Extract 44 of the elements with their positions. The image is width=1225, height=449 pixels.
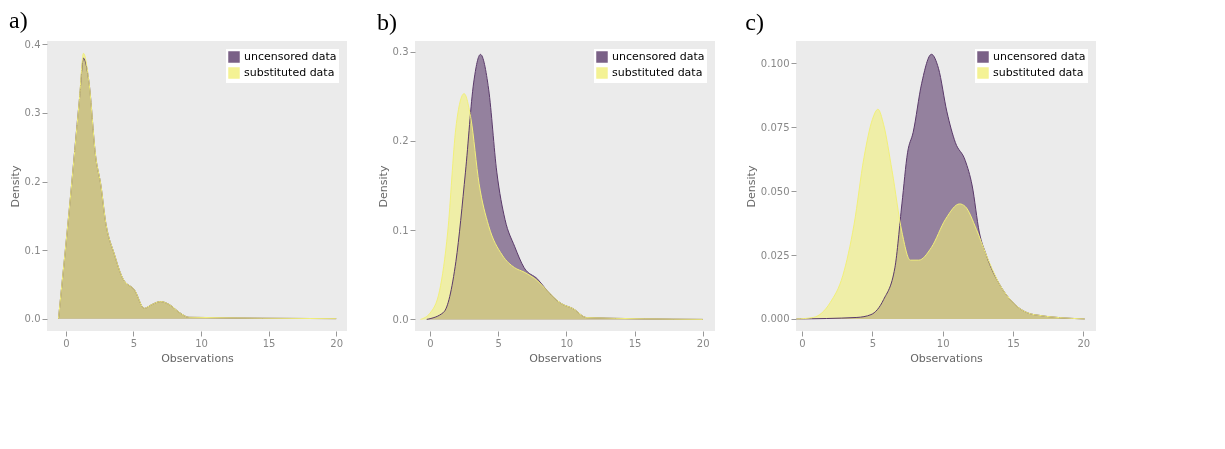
y-tick-label: 0.4 [24,38,41,50]
y-tick-label: 0.1 [24,244,41,256]
legend-label: substituted data [612,66,703,79]
legend-label: uncensored data [612,50,705,63]
y-axis-title: Density [744,165,758,208]
chart-title: c) [745,9,765,35]
y-tick-label: 0.025 [760,249,790,261]
x-tick-label: 10 [936,337,950,349]
x-axis-title: Observations [910,351,984,365]
x-tick-label: 0 [427,337,434,349]
y-tick-label: 0.0 [24,313,41,325]
y-tick-label: 0.2 [24,176,41,188]
y-tick-label: 0.075 [760,121,790,133]
y-axis-title: Density [8,165,22,208]
x-tick-label: 15 [628,337,642,349]
legend-label: uncensored data [993,50,1086,63]
y-tick-label: 0.050 [760,185,790,197]
x-tick-label: 0 [799,337,806,349]
y-tick-label: 0.000 [760,313,790,325]
x-tick-label: 15 [262,337,276,349]
x-axis-title: Observations [161,351,235,365]
legend-label: uncensored data [244,50,337,63]
y-tick-label: 0.3 [24,107,41,119]
y-tick-label: 0.100 [760,57,790,69]
y-tick-label: 0.0 [392,313,409,325]
x-tick-label: 10 [560,337,574,349]
x-tick-label: 5 [495,337,502,349]
y-tick-label: 0.2 [392,135,409,147]
chart-title: a) [9,7,28,34]
legend-label: substituted data [244,66,335,79]
y-axis-title: Density [376,165,390,208]
x-tick-label: 0 [63,337,70,349]
x-tick-label: 20 [696,337,710,349]
y-tick-label: 0.1 [392,224,409,236]
y-tick-label: 0.3 [392,46,409,58]
x-tick-label: 15 [1007,337,1020,349]
x-tick-label: 20 [1077,337,1091,349]
x-tick-label: 5 [130,337,138,349]
legend-label: substituted data [993,66,1084,79]
x-tick-label: 10 [195,337,208,349]
x-tick-label: 5 [869,337,877,349]
chart-title: b) [377,9,398,35]
x-tick-label: 20 [330,337,344,349]
x-axis-title: Observations [529,351,603,365]
